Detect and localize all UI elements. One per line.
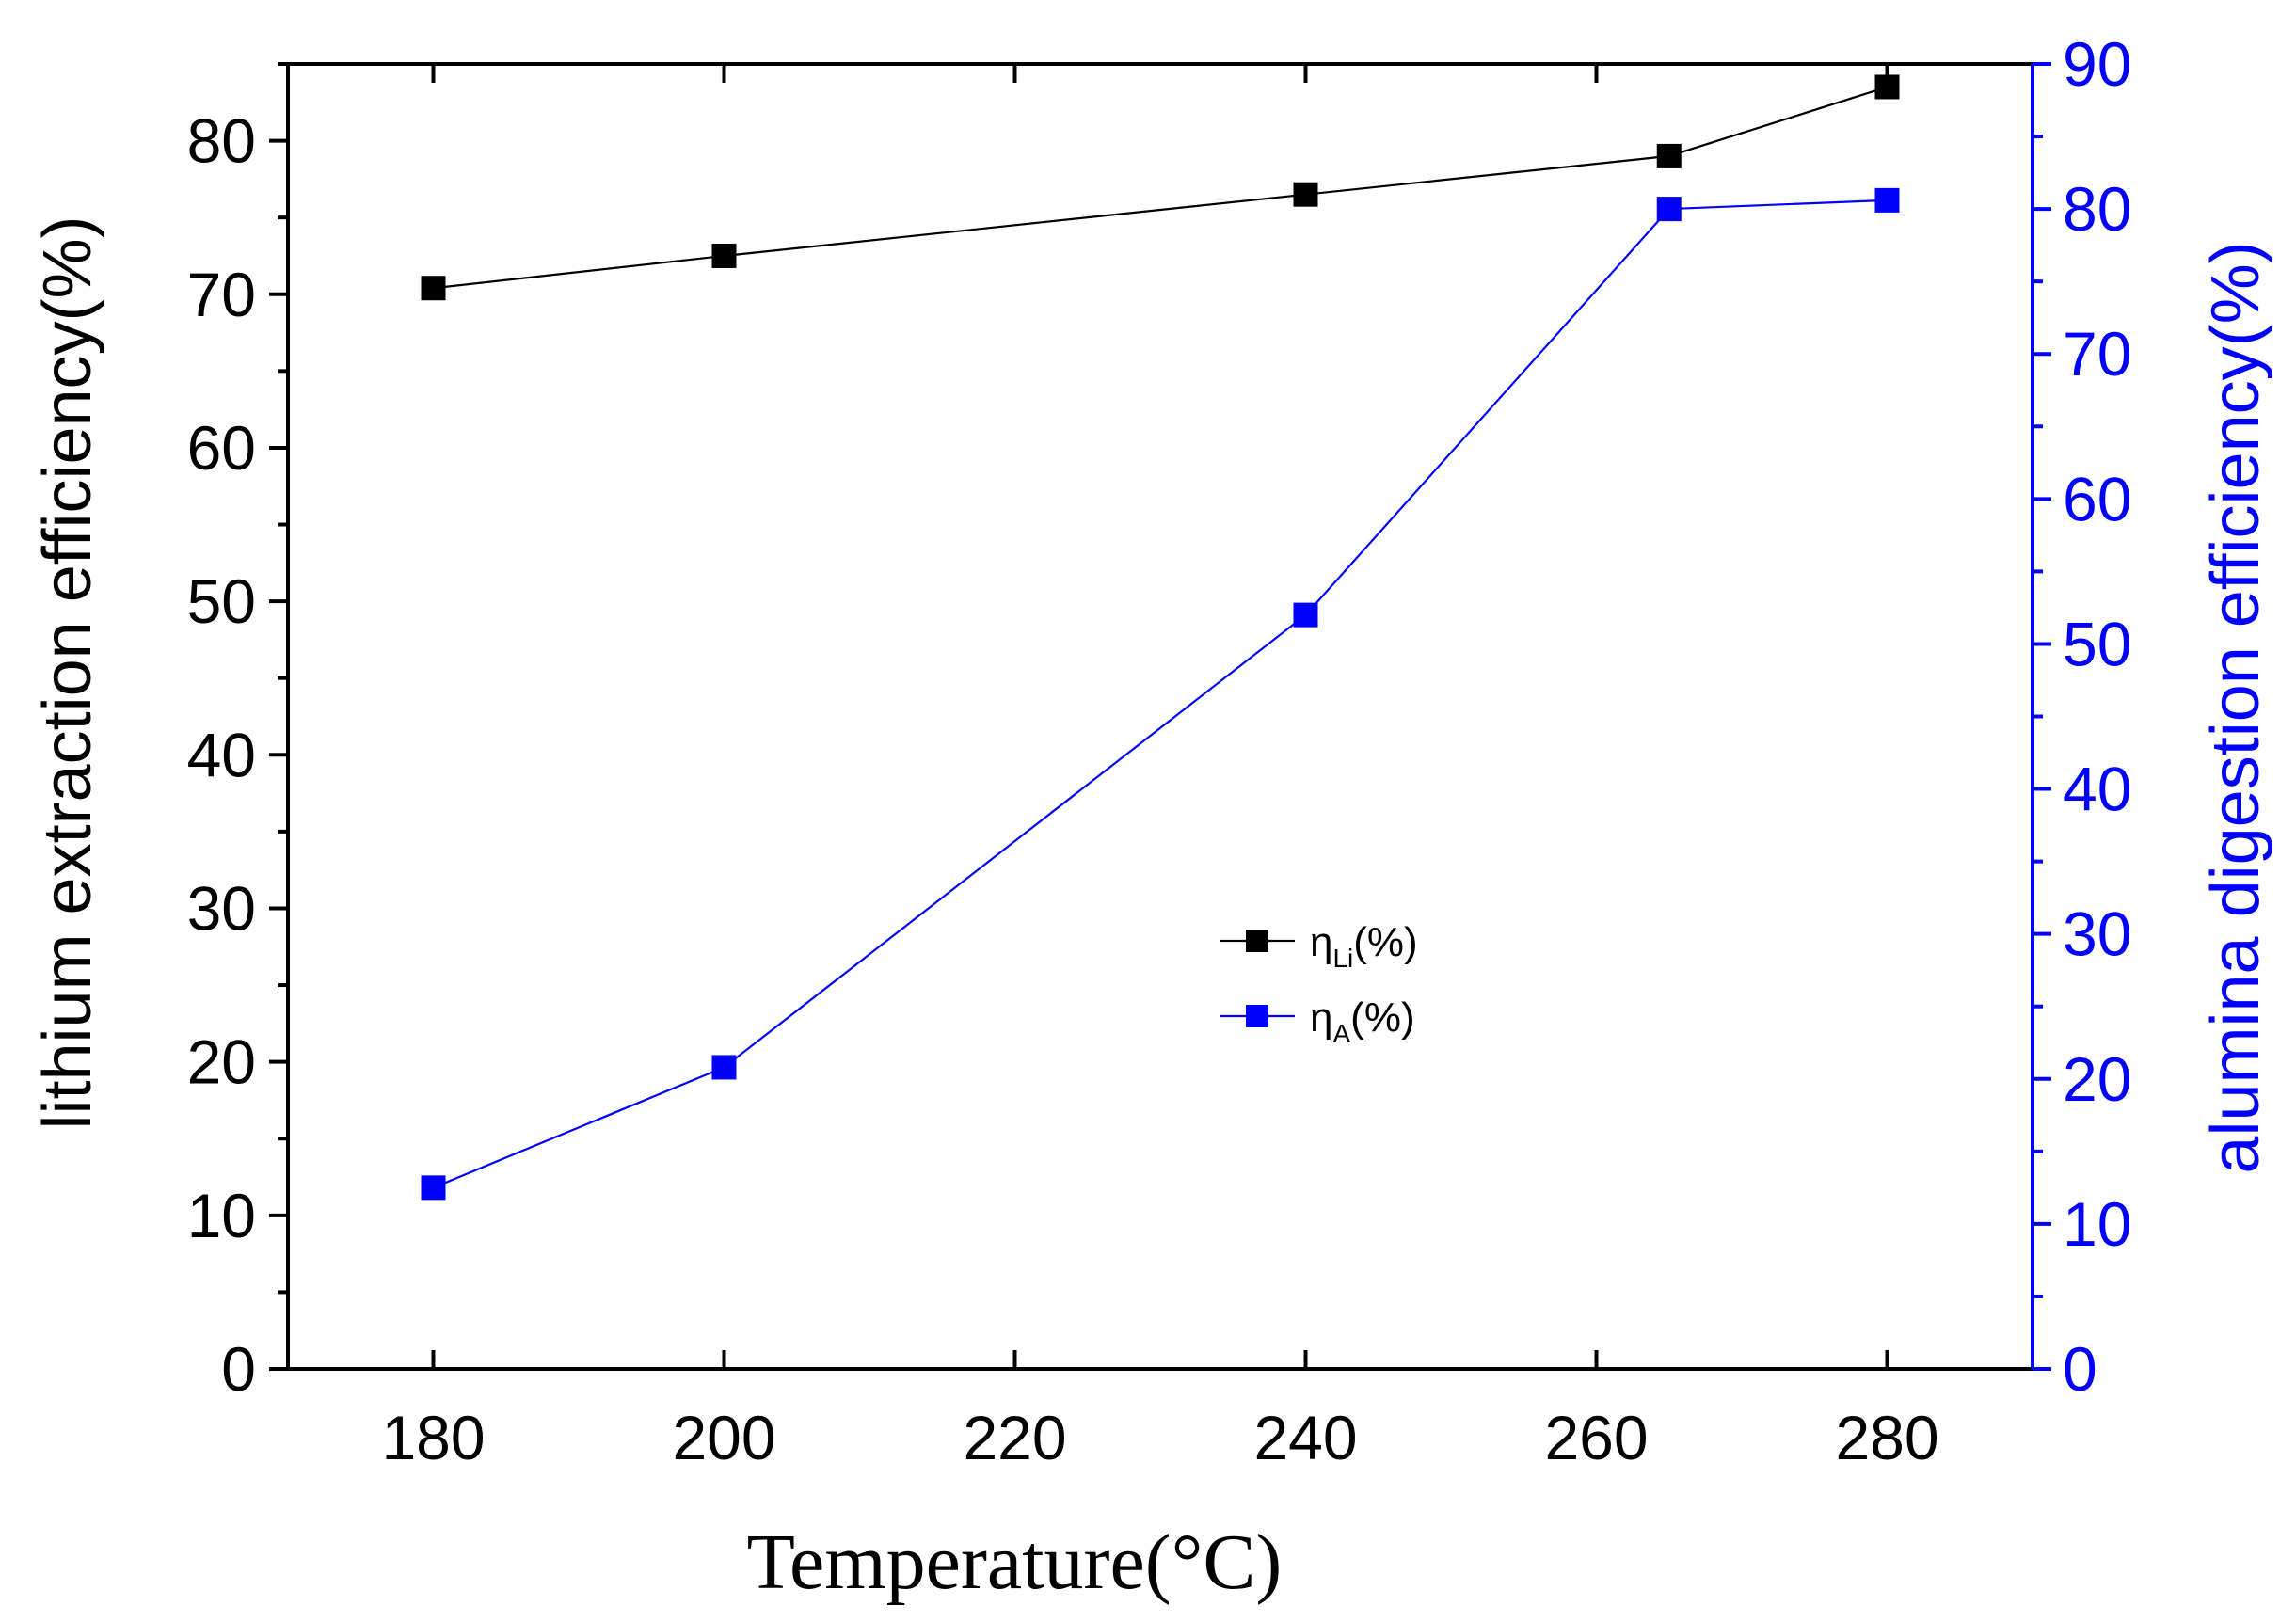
legend-marker-1 <box>1246 1005 1268 1027</box>
right-tick-label: 90 <box>2063 29 2131 99</box>
series-line-1 <box>433 199 1888 1189</box>
series-line-0 <box>433 86 1888 290</box>
left-axis-title: lithium extraction efficiency(%) <box>30 215 105 1129</box>
series-0-point <box>421 276 446 301</box>
series-0-point <box>711 243 737 268</box>
x-tick-label: 260 <box>1544 1403 1648 1472</box>
left-tick-label: 30 <box>187 873 256 943</box>
series-1-point <box>1656 197 1682 222</box>
right-tick-label: 10 <box>2063 1189 2131 1259</box>
series-1-point <box>711 1055 737 1080</box>
series-0-point <box>1656 143 1682 168</box>
left-tick-label: 40 <box>187 720 256 789</box>
left-tick-label: 10 <box>187 1181 256 1250</box>
series-1-point <box>1293 602 1318 628</box>
series-0-point <box>1874 74 1900 100</box>
legend-subscript: A <box>1332 1019 1350 1048</box>
right-tick-label: 80 <box>2063 174 2131 244</box>
legend-label-0: ηLi(%) <box>1310 919 1418 973</box>
legend-marker-0 <box>1246 930 1268 952</box>
series-1-point <box>1874 187 1900 213</box>
legend-unit: (%) <box>1353 919 1417 965</box>
right-tick-label: 50 <box>2063 609 2131 678</box>
right-tick-label: 0 <box>2063 1334 2097 1404</box>
legend-label-1: ηA(%) <box>1310 994 1415 1048</box>
right-tick-label: 60 <box>2063 464 2131 533</box>
series-layer <box>421 74 1900 1201</box>
x-tick-label: 240 <box>1253 1403 1357 1472</box>
left-axis-ticks: 0 10 20 30 40 50 60 70 80 <box>187 62 288 1404</box>
legend-symbol: η <box>1310 919 1332 965</box>
left-tick-label: 80 <box>187 106 256 176</box>
left-tick-label: 20 <box>187 1027 256 1097</box>
x-axis-title: Temperature(°C) <box>747 1519 1283 1606</box>
left-tick-label: 60 <box>187 413 256 483</box>
right-tick-label: 70 <box>2063 319 2131 389</box>
right-axis-title: alumina digestion efficiency(%) <box>2198 241 2273 1173</box>
left-tick-label: 70 <box>187 260 256 329</box>
legend-symbol: η <box>1310 994 1332 1041</box>
x-tick-label: 180 <box>381 1403 485 1472</box>
right-axis-ticks: 0 10 20 30 40 50 60 70 80 90 <box>2033 29 2131 1404</box>
x-axis-ticks: 180 200 220 240 260 280 <box>381 64 1939 1472</box>
right-tick-label: 40 <box>2063 755 2131 824</box>
series-1-point <box>421 1175 446 1201</box>
right-tick-label: 30 <box>2063 899 2131 969</box>
legend: ηLi(%)ηA(%) <box>1220 919 1418 1048</box>
legend-unit: (%) <box>1350 994 1414 1041</box>
plot-frame <box>286 62 2034 1371</box>
series-0-point <box>1293 182 1318 207</box>
x-tick-label: 220 <box>963 1403 1066 1472</box>
left-tick-label: 50 <box>187 566 256 636</box>
x-tick-label: 200 <box>672 1403 775 1472</box>
right-tick-label: 20 <box>2063 1044 2131 1114</box>
legend-subscript: Li <box>1332 944 1353 973</box>
left-tick-label: 0 <box>221 1334 256 1404</box>
x-tick-label: 280 <box>1835 1403 1938 1472</box>
